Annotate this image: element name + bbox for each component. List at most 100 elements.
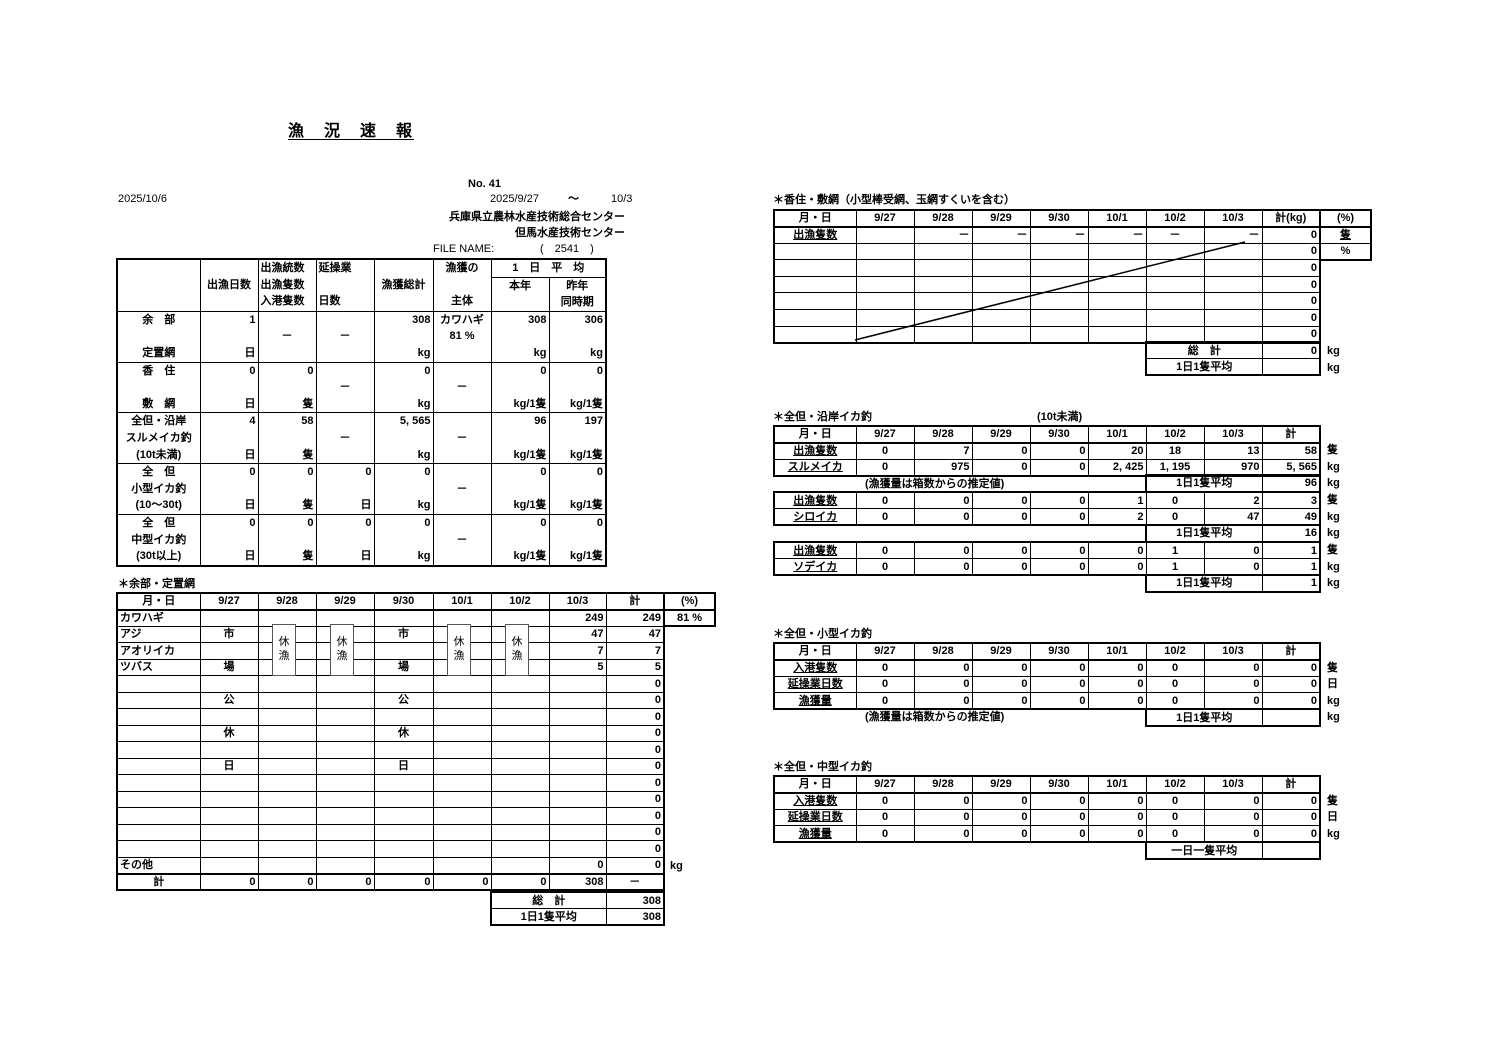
total-cell: 0 (1261, 808, 1321, 827)
cell-line: (30t以上) (136, 550, 182, 563)
cell-line: 全 但 (142, 516, 176, 529)
value-cell: 0 (855, 825, 915, 843)
header-date: 9/29 (971, 425, 1031, 444)
row-label: 出漁隻数 (773, 226, 857, 244)
value-cell (432, 807, 492, 825)
header-date: 9/28 (913, 425, 973, 444)
header-row: 月・日 9/27 9/28 9/29 9/30 10/1 10/2 10/3 計 (773, 775, 1321, 794)
sub-organization: 但馬水産技術センター (515, 227, 625, 239)
data-row: ソデイカ 0 0 0 0 0 1 0 1 (773, 558, 1321, 576)
header-date: 9/30 (1029, 775, 1089, 794)
header-row: 月・日 9/27 9/28 9/29 9/30 10/1 10/2 10/3 計 (773, 425, 1321, 444)
header-row: 月・日 9/27 9/28 9/29 9/30 10/1 10/2 10/3 計 (116, 592, 665, 611)
value-cell (1029, 292, 1089, 311)
cell-line: － (281, 330, 293, 343)
value-cell (971, 259, 1031, 277)
header-row: 出漁日数 出漁統数 出漁隻数 入港隻数 延操業 日数 漁獲総計 漁獲の 主体 1 日 平 均 (116, 258, 607, 312)
data-row: スルメイカ 0 975 0 0 2, 425 1, 195 970 5, 565 (773, 458, 1321, 477)
value-cell: 1 (1145, 558, 1205, 576)
data-row: 漁獲量 0 0 0 0 0 0 0 0 (773, 825, 1321, 843)
summary-cell: 0 kg/1隻 (548, 513, 607, 567)
cell-line: － (456, 381, 468, 394)
header-total: 計 (1261, 425, 1321, 444)
species-row: 公 公 0 (116, 691, 665, 709)
cell-line: 0 (424, 364, 431, 377)
size-note: (10t未満) (1037, 411, 1083, 423)
value-cell (432, 691, 492, 709)
row-label: 出漁隻数 (773, 541, 857, 560)
header-row: 月・日 9/27 9/28 9/29 9/30 10/1 10/2 10/3 計 (773, 642, 1321, 661)
value-cell: 公 (373, 691, 434, 709)
value-cell (913, 309, 973, 327)
value-cell: 0 (1203, 692, 1263, 710)
value-cell (490, 840, 550, 858)
cell-line: 308 (528, 313, 547, 326)
cell-line: 隻 (302, 448, 314, 461)
header-date: 9/27 (855, 775, 915, 794)
value-cell: 休 (373, 724, 434, 742)
value-cell: 0 (1087, 825, 1147, 843)
average-label: 1日1隻平均 (1145, 708, 1263, 727)
closed-day-box: 休 漁 (447, 624, 471, 676)
unit-label: kg (1327, 362, 1340, 374)
row-label: 延操業日数 (773, 675, 857, 694)
value-cell: 0 (855, 692, 915, 710)
average-box: 1日1隻平均 96 (1145, 474, 1321, 493)
total-cell: 0 (605, 691, 665, 709)
closed-day-box: 休 漁 (505, 624, 529, 676)
row-label: 延操業日数 (773, 808, 857, 827)
cell-line: kg/1隻 (513, 397, 547, 410)
value-cell: 日 (199, 757, 259, 775)
value-cell: 0 (855, 442, 915, 460)
unit-label: kg (1327, 694, 1340, 707)
value-cell (373, 774, 434, 792)
sum-cell: 0 (432, 873, 492, 891)
value-cell: 0 (1029, 792, 1089, 810)
header-month-day: 月・日 (773, 425, 857, 444)
summary-label: 1日1隻平均 (1145, 358, 1263, 376)
value-cell (1029, 309, 1089, 327)
summary-value: 0 (1261, 341, 1321, 360)
header-date: 10/1 (432, 592, 492, 611)
value-cell (548, 823, 607, 841)
cell-line: 96 (534, 415, 547, 428)
cell-line: 昨年 (566, 279, 589, 292)
value-cell: 0 (855, 541, 915, 560)
total-cell: 0 (605, 856, 665, 874)
cell-line: 同時期 (560, 296, 594, 309)
data-row: 延操業日数 0 0 0 0 0 0 0 0 (773, 808, 1321, 827)
value-cell: 7 (913, 442, 973, 460)
value-cell: 0 (971, 675, 1031, 694)
value-cell (432, 724, 492, 742)
unit-cell: 隻 (1319, 226, 1372, 244)
cell-line: － (339, 330, 351, 343)
cell-line: 本年 (509, 279, 531, 292)
value-cell (548, 790, 607, 808)
table-row: 1日1隻平均 1 (1145, 574, 1321, 593)
average-value: 16 (1261, 524, 1321, 543)
cell-line: 日 (244, 499, 256, 512)
value-cell: 0 (913, 508, 973, 526)
value-cell: 7 (548, 642, 607, 660)
species-name (116, 708, 201, 726)
value-cell (855, 259, 915, 277)
header-total-kg: 計(kg) (1261, 209, 1321, 228)
unit-label: kg (1327, 527, 1340, 540)
data-row: 漁獲量 0 0 0 0 0 0 0 0 (773, 692, 1321, 710)
value-cell (432, 708, 492, 726)
species-name (116, 675, 201, 693)
value-cell (373, 856, 434, 874)
summary-cell: 0 kg (373, 513, 434, 567)
value-cell: 場 (199, 658, 259, 676)
table-row: % (1319, 242, 1372, 261)
cell-line: － (456, 533, 468, 546)
medium-squid-table: 月・日 9/27 9/28 9/29 9/30 10/1 10/2 10/3 計入港隻数 0 0 0 0… (773, 775, 1321, 844)
cell-line: 定置網 (142, 346, 176, 359)
total-cell: 0 (605, 708, 665, 726)
data-row: シロイカ 0 0 0 0 2 0 47 49 (773, 508, 1321, 526)
value-cell (373, 741, 434, 759)
